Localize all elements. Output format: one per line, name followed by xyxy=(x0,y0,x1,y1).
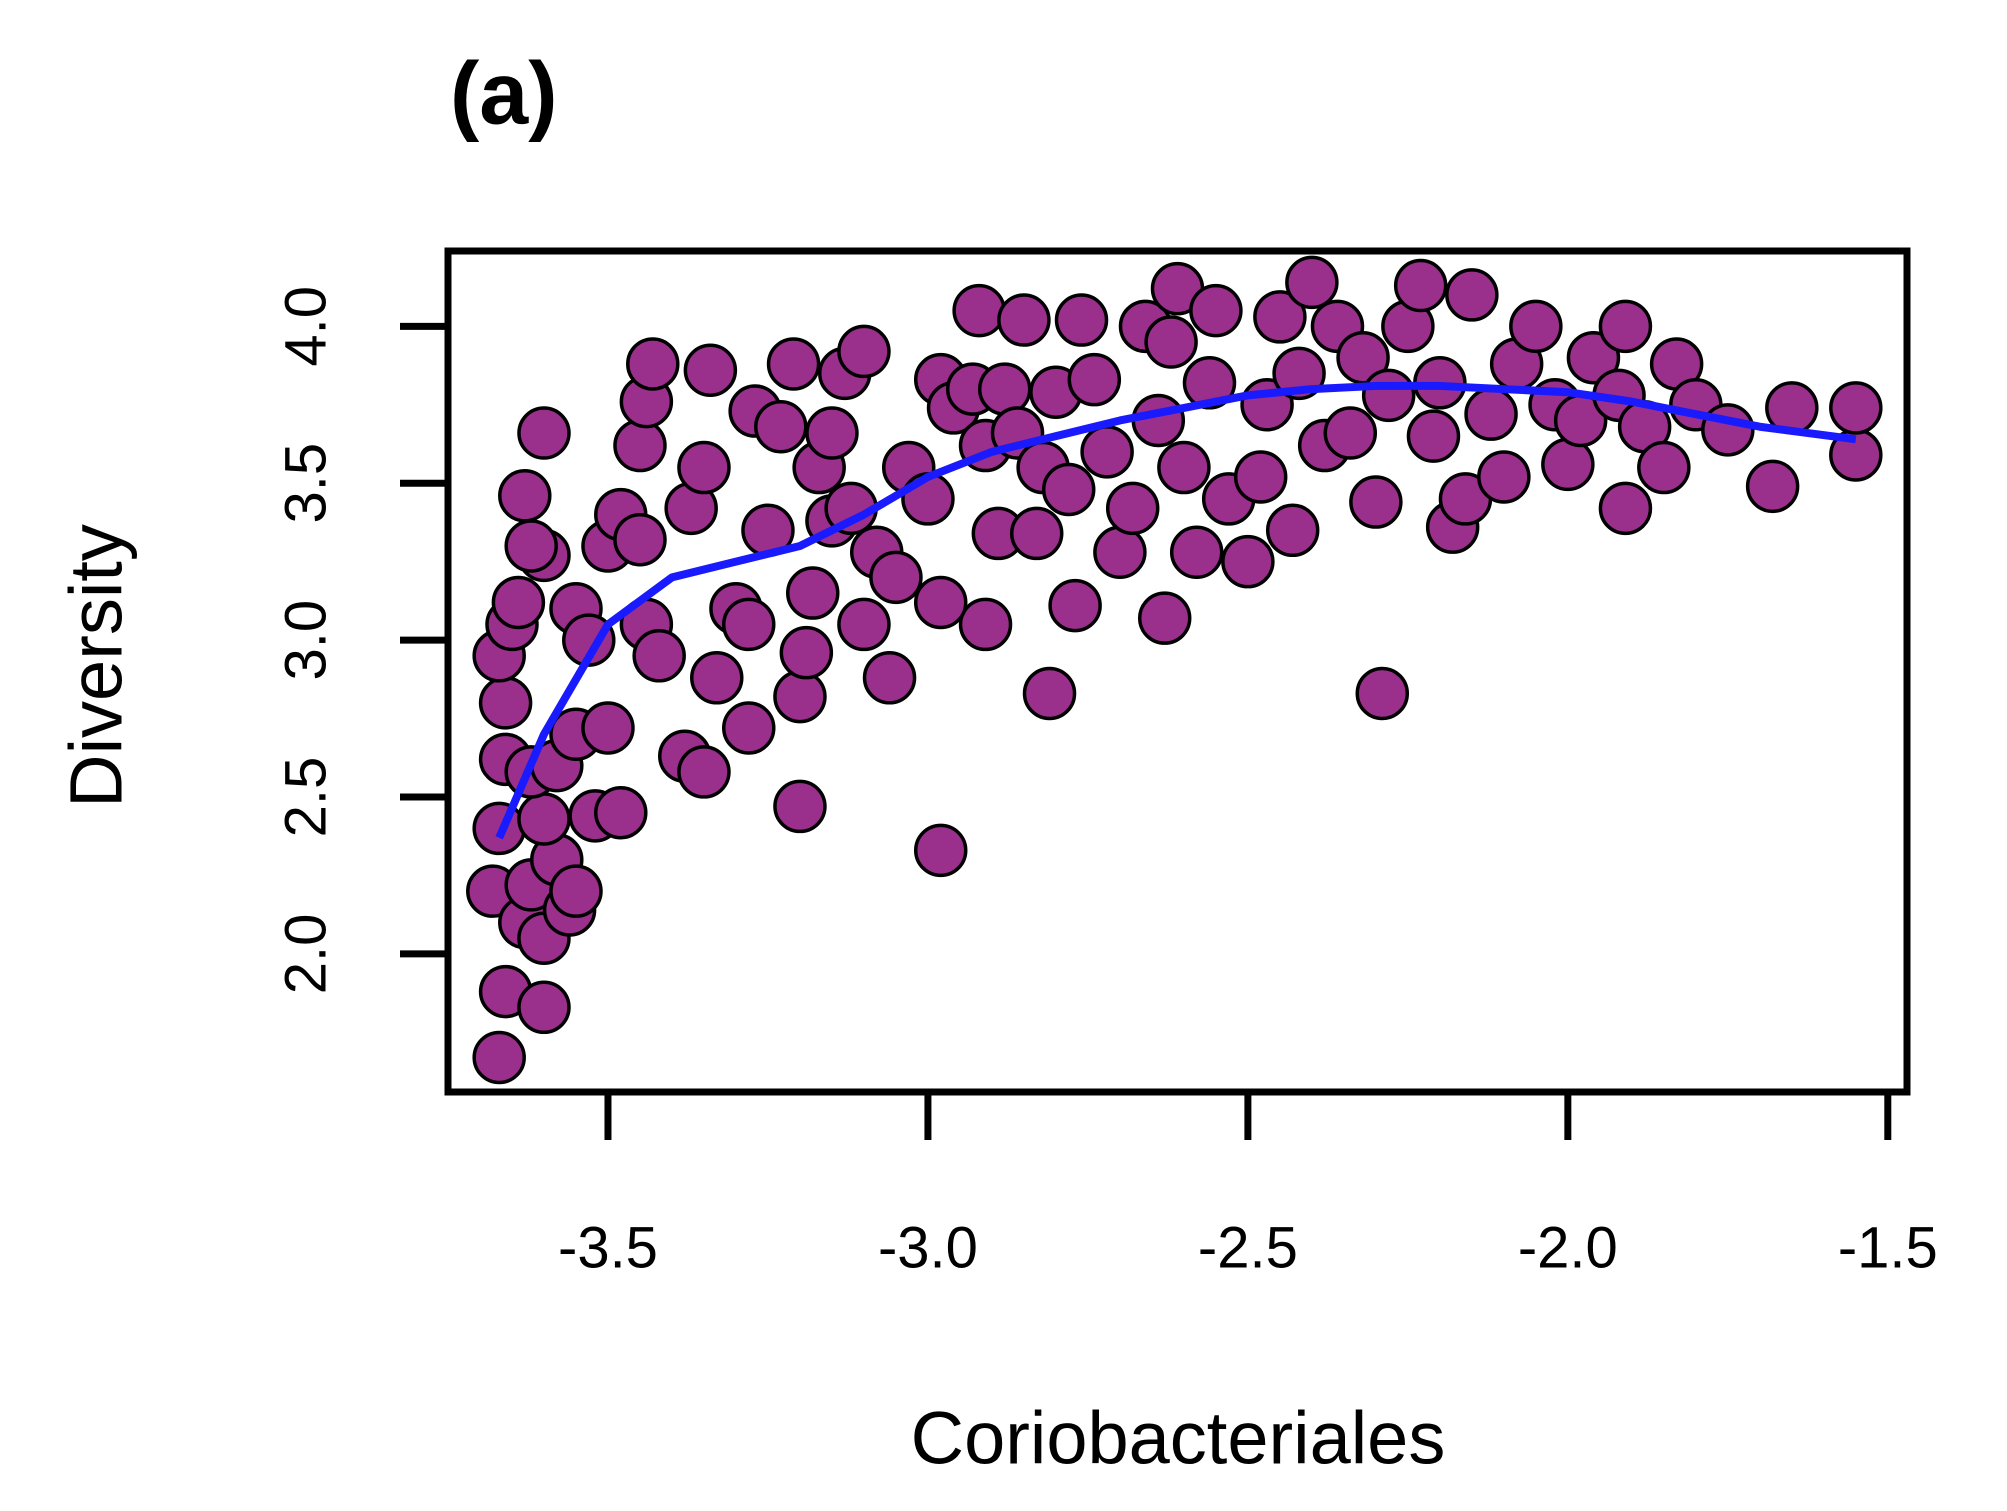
point xyxy=(786,566,840,620)
point xyxy=(1182,356,1237,410)
point xyxy=(1048,578,1102,633)
point xyxy=(766,337,821,391)
point xyxy=(498,469,552,523)
point xyxy=(549,864,603,918)
point xyxy=(1093,525,1147,580)
point xyxy=(913,823,968,878)
x-tick-label: -3.0 xyxy=(878,1215,978,1280)
point xyxy=(517,792,571,846)
point xyxy=(1265,503,1320,558)
point xyxy=(1169,525,1224,580)
point xyxy=(1285,255,1339,310)
y-tick-label: 2.0 xyxy=(273,914,338,995)
point xyxy=(1464,387,1518,441)
point xyxy=(1477,450,1531,504)
point xyxy=(977,362,1032,416)
chart-title: (a) xyxy=(450,43,558,142)
point xyxy=(517,980,571,1035)
point xyxy=(1445,268,1499,322)
point xyxy=(632,629,686,683)
point xyxy=(478,676,533,730)
point xyxy=(1541,437,1595,492)
point xyxy=(952,283,1006,338)
x-axis-label: Coriobacteriales xyxy=(911,1397,1446,1480)
y-tick-label: 2.5 xyxy=(273,757,338,838)
point xyxy=(773,779,827,834)
point xyxy=(754,399,808,454)
point xyxy=(677,440,731,495)
point xyxy=(594,785,648,840)
point xyxy=(1355,666,1410,721)
x-tick-label: -1.5 xyxy=(1838,1215,1938,1280)
point xyxy=(1566,330,1621,385)
point xyxy=(1131,393,1186,448)
point xyxy=(1233,450,1288,504)
point xyxy=(1067,352,1122,407)
y-axis-label: Diversity xyxy=(55,524,138,808)
point xyxy=(997,293,1051,347)
point xyxy=(1323,406,1378,460)
x-tick-label: -2.0 xyxy=(1518,1215,1618,1280)
point xyxy=(1189,283,1243,338)
point xyxy=(517,406,571,460)
plot-frame xyxy=(444,247,1911,1096)
point xyxy=(773,669,827,724)
point xyxy=(491,575,546,630)
smooth-line xyxy=(495,381,1857,840)
point xyxy=(1022,666,1077,721)
points xyxy=(466,255,1883,1085)
point xyxy=(913,575,968,630)
point xyxy=(1829,381,1883,435)
point xyxy=(1137,591,1192,645)
point xyxy=(1157,440,1211,495)
point xyxy=(1406,409,1461,463)
point xyxy=(1105,481,1160,536)
y-tick-label: 3.5 xyxy=(273,443,338,524)
point xyxy=(958,597,1013,652)
point xyxy=(1221,534,1275,589)
x-tick-label: -3.5 xyxy=(558,1215,658,1280)
point xyxy=(626,337,680,391)
point xyxy=(1144,315,1198,369)
point xyxy=(472,1030,526,1085)
point xyxy=(805,406,859,460)
point xyxy=(1598,481,1653,536)
point xyxy=(869,550,923,605)
x-tick-label: -2.5 xyxy=(1198,1215,1298,1280)
point xyxy=(613,418,667,473)
point xyxy=(862,651,917,705)
y-tick-label: 3.0 xyxy=(273,600,338,681)
point xyxy=(837,324,891,379)
point xyxy=(1637,440,1691,495)
point xyxy=(722,597,776,652)
point xyxy=(837,597,891,652)
point xyxy=(690,651,744,705)
point xyxy=(613,512,667,567)
point xyxy=(1009,506,1064,561)
point xyxy=(1361,368,1416,423)
point xyxy=(1041,462,1096,517)
point xyxy=(1745,459,1800,514)
point xyxy=(1253,290,1307,344)
point xyxy=(1598,299,1653,354)
point xyxy=(1054,293,1109,347)
point xyxy=(1349,475,1403,529)
point xyxy=(1080,425,1134,479)
point xyxy=(1701,403,1755,457)
point xyxy=(683,343,738,397)
point xyxy=(504,519,558,573)
y-tick-label: 4.0 xyxy=(273,286,338,367)
point xyxy=(1509,299,1563,354)
point xyxy=(677,745,731,799)
point xyxy=(1393,258,1448,313)
point xyxy=(581,701,635,755)
point xyxy=(722,701,776,755)
point xyxy=(779,625,834,680)
